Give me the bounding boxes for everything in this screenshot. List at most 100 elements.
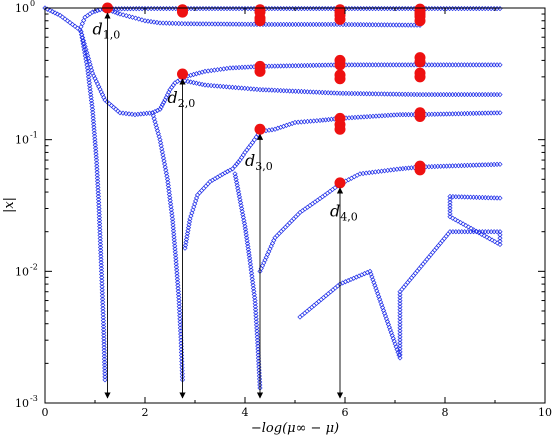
data-point	[319, 62, 325, 68]
data-point	[275, 21, 281, 28]
data-point	[489, 237, 495, 243]
data-point	[215, 5, 221, 12]
data-point	[244, 235, 250, 241]
data-point	[494, 229, 500, 235]
data-point	[165, 182, 171, 188]
data-point	[158, 143, 164, 149]
data-point	[100, 299, 106, 305]
data-point	[52, 10, 58, 16]
data-point	[184, 230, 191, 237]
data-point	[232, 84, 239, 91]
data-point	[275, 63, 281, 69]
data-point	[171, 240, 178, 246]
data-point	[98, 247, 104, 253]
data-point	[69, 21, 76, 28]
data-point	[432, 62, 438, 68]
data-point	[98, 265, 104, 271]
data-point	[190, 80, 197, 86]
data-point	[171, 234, 177, 240]
data-point	[310, 62, 316, 68]
data-point	[397, 346, 403, 352]
y-tick-label: 10	[15, 134, 29, 147]
data-point	[352, 62, 358, 68]
data-point	[112, 9, 118, 15]
data-point	[97, 229, 103, 236]
data-point	[157, 140, 164, 146]
data-point	[172, 246, 178, 252]
data-point	[224, 21, 230, 27]
data-point	[399, 286, 405, 293]
data-point	[304, 62, 311, 69]
data-point	[309, 201, 316, 207]
data-point	[97, 223, 103, 230]
data-point	[95, 193, 101, 199]
data-point	[173, 261, 179, 267]
data-point	[217, 83, 223, 89]
data-point	[426, 254, 432, 260]
data-point	[497, 5, 503, 12]
data-point	[402, 5, 408, 12]
data-point	[405, 112, 412, 118]
highlight-point	[334, 177, 346, 189]
data-point	[332, 285, 338, 291]
data-point	[101, 329, 107, 336]
data-point	[397, 325, 403, 331]
data-point	[269, 21, 275, 28]
data-point	[90, 118, 97, 124]
data-point	[126, 13, 132, 20]
data-point	[100, 302, 106, 308]
data-point	[397, 304, 403, 310]
data-point	[89, 100, 95, 107]
data-point	[166, 185, 172, 192]
highlight-point	[334, 59, 346, 71]
data-point	[396, 91, 402, 97]
data-point	[199, 69, 205, 75]
data-point	[44, 6, 51, 12]
data-point	[185, 21, 191, 27]
highlight-point	[334, 123, 346, 135]
data-point	[92, 145, 99, 151]
data-point	[485, 5, 491, 12]
data-point	[99, 274, 105, 281]
data-point	[102, 374, 108, 380]
data-point	[387, 22, 393, 28]
data-point	[83, 56, 89, 62]
data-point	[447, 205, 453, 211]
data-point	[120, 110, 126, 116]
data-point	[236, 5, 242, 12]
data-point	[405, 279, 411, 286]
data-point	[123, 110, 129, 117]
data-point	[452, 62, 459, 68]
data-point	[298, 5, 305, 12]
data-point	[214, 83, 220, 89]
data-point	[97, 226, 103, 233]
data-point	[168, 207, 174, 213]
data-point	[452, 111, 459, 117]
data-point	[429, 5, 435, 12]
data-point	[236, 194, 243, 200]
data-point	[266, 21, 272, 28]
data-point	[364, 5, 370, 12]
annotation-label: d4,0	[330, 202, 358, 224]
data-point	[416, 266, 422, 272]
data-point	[87, 86, 93, 92]
data-point	[420, 91, 426, 98]
data-point	[164, 173, 170, 179]
data-point	[384, 62, 391, 68]
data-point	[314, 197, 321, 203]
data-point	[497, 229, 503, 235]
data-point	[349, 90, 355, 97]
data-point	[447, 199, 453, 205]
data-point	[319, 21, 325, 28]
data-point	[393, 62, 399, 68]
y-tick-label-exp: -3	[30, 394, 38, 403]
data-point	[299, 312, 305, 318]
data-point	[375, 5, 382, 12]
data-point	[242, 85, 248, 91]
highlight-point	[177, 6, 188, 18]
data-point	[461, 5, 468, 12]
data-point	[235, 188, 241, 194]
data-point	[479, 62, 485, 68]
data-point	[488, 91, 494, 98]
